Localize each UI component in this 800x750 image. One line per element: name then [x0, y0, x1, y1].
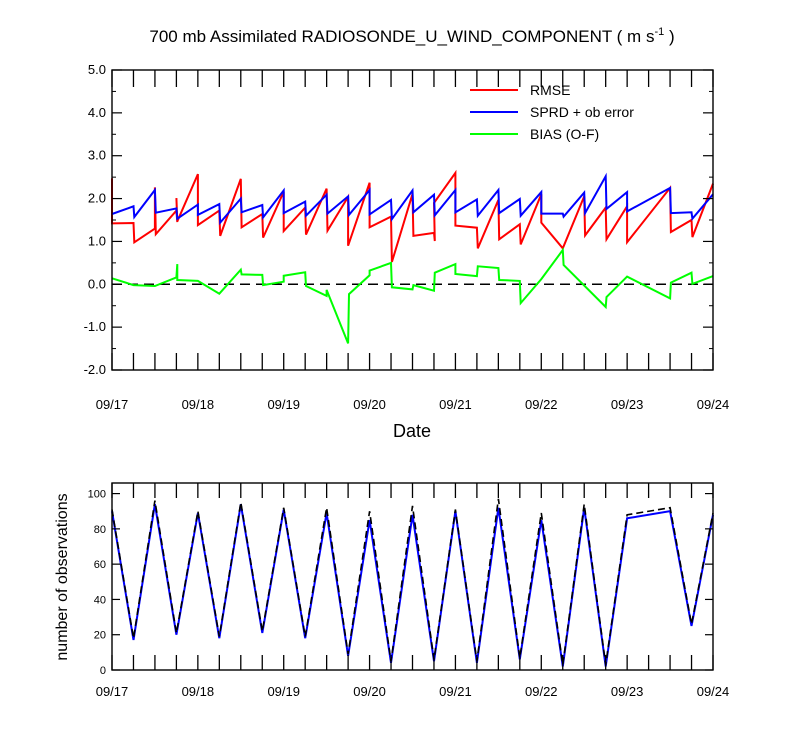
top-x-tick-label: 09/17 — [96, 397, 129, 412]
bottom-y-tick-label: 100 — [88, 489, 106, 501]
y-axis-label: number of observations — [54, 493, 71, 660]
top-panel: -2.0 -1.0 0.0 1.0 2.0 3.0 4.0 5.0 09/17 09/18 09/1… — [84, 62, 730, 412]
top-x-tick-label: 09/24 — [697, 397, 730, 412]
top-x-tick-label: 09/22 — [525, 397, 558, 412]
legend: RMSE SPRD + ob error BIAS (O-F) — [470, 82, 634, 142]
top-x-tick-label: 09/20 — [353, 397, 386, 412]
bottom-axes: 0 20 40 60 80 100 09/17 09/18 09/19 09/20 09/21 09/… — [88, 482, 730, 699]
top-x-tick-label: 09/23 — [611, 397, 644, 412]
top-x-tick-label: 09/18 — [182, 397, 215, 412]
top-series-line-1 — [111, 172, 714, 226]
bottom-y-tick-label: 0 — [100, 665, 106, 677]
chart-title: 700 mb Assimilated RADIOSONDE_U_WIND_COM… — [149, 26, 674, 46]
bottom-y-tick-label: 40 — [94, 594, 106, 606]
bottom-panel: 0 20 40 60 80 100 09/17 09/18 09/19 09/20 09/21 09/… — [88, 482, 730, 699]
bottom-series-group — [111, 498, 714, 667]
bottom-y-tick-label: 60 — [94, 559, 106, 571]
top-series-line-0 — [111, 169, 714, 263]
bottom-y-tick-label: 20 — [94, 630, 106, 642]
bottom-y-tick-label: 80 — [94, 524, 106, 536]
chart-title-main: 700 mb Assimilated RADIOSONDE_U_WIND_COM… — [149, 27, 654, 46]
bottom-series-line-0 — [111, 504, 714, 667]
bottom-x-tick-label: 09/18 — [182, 684, 215, 699]
top-series-line-2 — [111, 247, 714, 344]
bottom-x-tick-label: 09/19 — [267, 684, 300, 699]
bottom-x-tick-label: 09/17 — [96, 684, 129, 699]
top-y-tick-label: 0.0 — [88, 276, 106, 291]
top-y-tick-label: 5.0 — [88, 62, 106, 77]
top-y-tick-label: -2.0 — [84, 362, 106, 377]
bottom-x-tick-label: 09/20 — [353, 684, 386, 699]
legend-label-2: BIAS (O-F) — [530, 126, 599, 142]
top-axes: -2.0 -1.0 0.0 1.0 2.0 3.0 4.0 5.0 09/17 09/18 09/1… — [84, 62, 730, 412]
bottom-x-tick-label: 09/23 — [611, 684, 644, 699]
bottom-x-tick-label: 09/24 — [697, 684, 730, 699]
x-axis-label: Date — [393, 421, 431, 441]
top-y-tick-label: 4.0 — [88, 105, 106, 120]
top-y-tick-label: 1.0 — [88, 233, 106, 248]
top-y-tick-label: -1.0 — [84, 319, 106, 334]
chart-title-superscript: -1 — [654, 26, 664, 38]
top-y-tick-label: 3.0 — [88, 148, 106, 163]
top-series-group — [111, 169, 714, 344]
top-x-tick-label: 09/21 — [439, 397, 472, 412]
chart-title-end: ) — [664, 27, 674, 46]
legend-label-1: SPRD + ob error — [530, 104, 634, 120]
top-x-tick-label: 09/19 — [267, 397, 300, 412]
top-y-tick-label: 2.0 — [88, 191, 106, 206]
legend-label-0: RMSE — [530, 82, 570, 98]
bottom-x-tick-label: 09/22 — [525, 684, 558, 699]
bottom-series-line-1 — [111, 498, 714, 665]
bottom-x-tick-label: 09/21 — [439, 684, 472, 699]
